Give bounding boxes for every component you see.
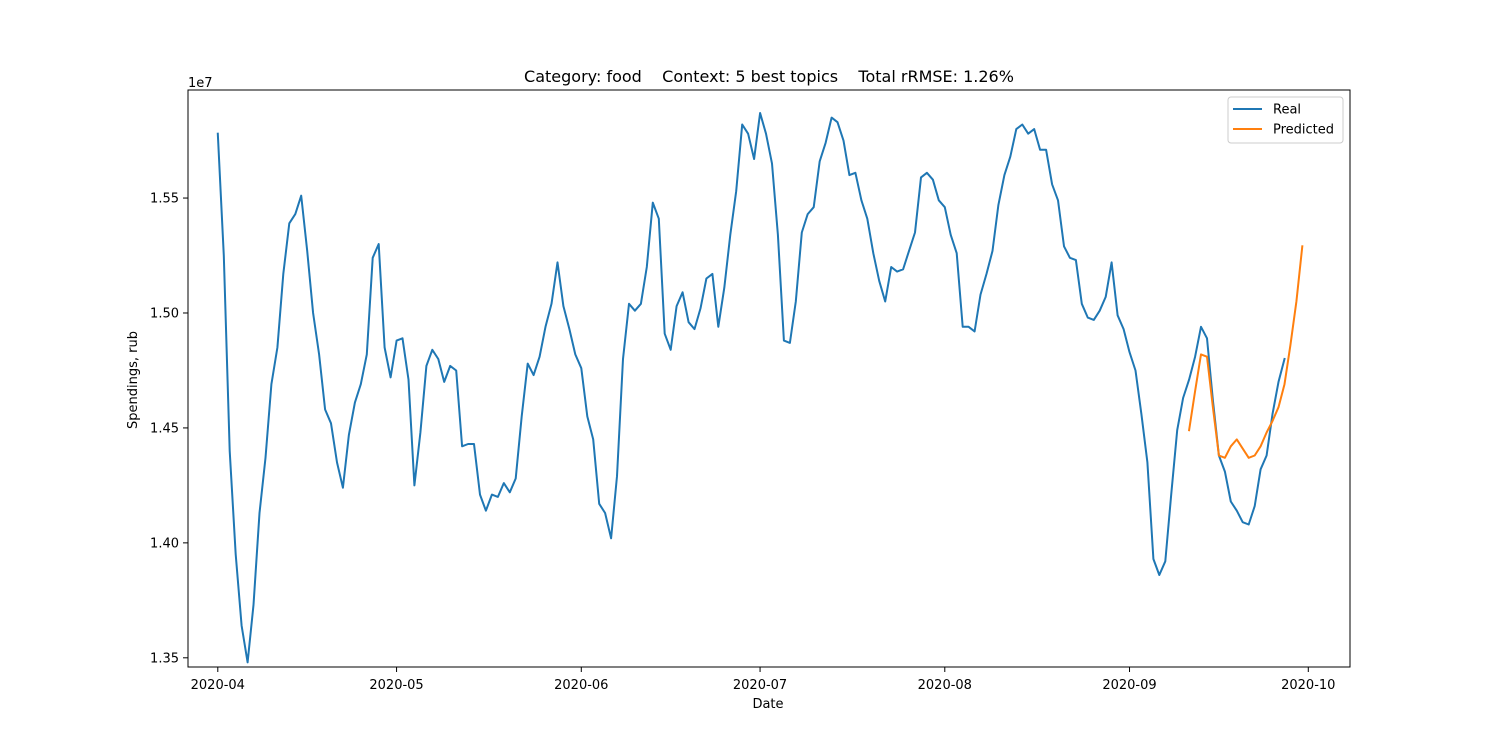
x-tick-label: 2020-10 — [1281, 678, 1335, 693]
y-tick-label: 1.40 — [150, 536, 179, 551]
x-tick-label: 2020-05 — [369, 678, 423, 693]
series-layer — [216, 112, 1304, 664]
chart-title: Category: food Context: 5 best topics To… — [524, 67, 1014, 86]
x-axis-label: Date — [752, 697, 783, 712]
y-tick-label: 1.55 — [150, 192, 179, 207]
y-tick-label: 1.35 — [150, 651, 179, 666]
x-axis: 2020-04 2020-05 2020-06 2020-07 2020-08 2020-… — [191, 667, 1335, 693]
series-line-real — [216, 112, 1286, 664]
plot-frame — [187, 89, 1351, 668]
x-tick-label: 2020-04 — [191, 678, 245, 693]
y-tick-label: 1.50 — [150, 306, 179, 321]
y-axis-label: Spendings, rub — [126, 331, 141, 429]
x-tick-label: 2020-07 — [733, 678, 787, 693]
x-tick-label: 2020-08 — [918, 678, 972, 693]
x-tick-label: 2020-06 — [554, 678, 608, 693]
y-axis: 1.35 1.40 1.45 1.50 1.55 — [150, 192, 188, 666]
y-axis-scale-label: 1e7 — [188, 76, 213, 91]
y-tick-label: 1.45 — [150, 421, 179, 436]
x-tick-label: 2020-09 — [1102, 678, 1156, 693]
legend-label-predicted: Predicted — [1273, 123, 1334, 138]
legend-label-real: Real — [1273, 103, 1301, 118]
legend: Real Predicted — [1227, 96, 1344, 144]
series-line-predicted — [1187, 245, 1304, 459]
